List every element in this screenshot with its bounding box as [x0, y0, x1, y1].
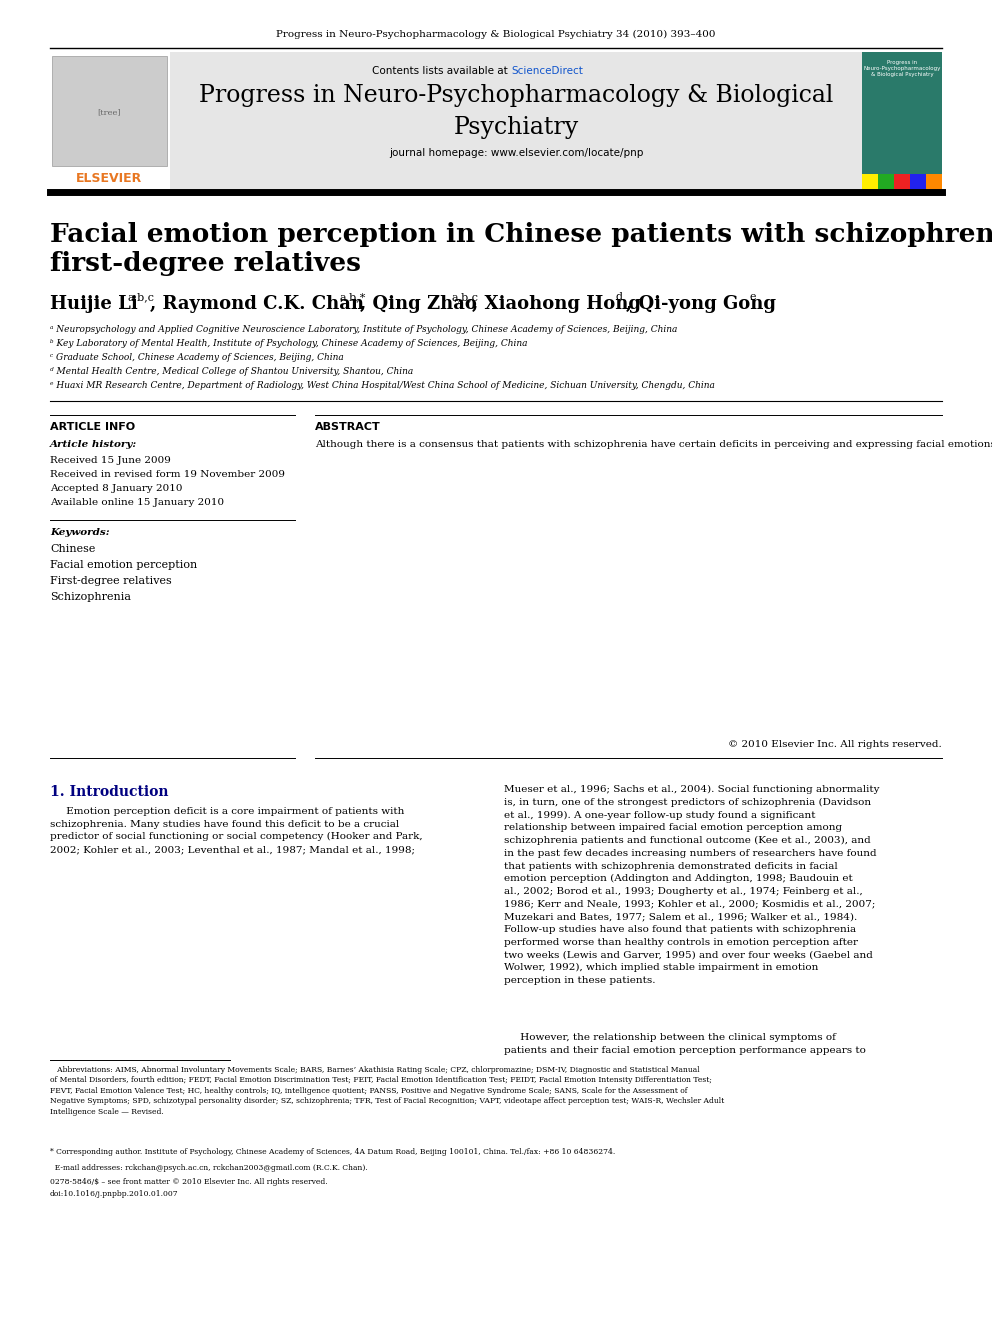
Text: Received 15 June 2009: Received 15 June 2009 [50, 456, 171, 464]
Text: Huijie Li: Huijie Li [50, 295, 138, 314]
Text: ᶜ Graduate School, Chinese Academy of Sciences, Beijing, China: ᶜ Graduate School, Chinese Academy of Sc… [50, 353, 344, 363]
Text: ABSTRACT: ABSTRACT [315, 422, 381, 433]
Bar [50, 52, 170, 191]
Text: Emotion perception deficit is a core impairment of patients with
schizophrenia. : Emotion perception deficit is a core imp… [50, 807, 423, 855]
Bar [926, 175, 942, 191]
Text: Progress in
Neuro-Psychopharmacology
& Biological Psychiatry: Progress in Neuro-Psychopharmacology & B… [863, 60, 940, 78]
Text: , Qing Zhao: , Qing Zhao [360, 295, 477, 314]
Text: Progress in Neuro-Psychopharmacology & Biological Psychiatry 34 (2010) 393–400: Progress in Neuro-Psychopharmacology & B… [276, 30, 716, 40]
Bar [170, 52, 862, 191]
Text: ᵃ Neuropsychology and Applied Cognitive Neuroscience Laboratory, Institute of Ps: ᵃ Neuropsychology and Applied Cognitive … [50, 325, 678, 333]
Text: Chinese: Chinese [50, 544, 95, 554]
Text: Available online 15 January 2010: Available online 15 January 2010 [50, 497, 224, 507]
Text: 0278-5846/$ – see front matter © 2010 Elsevier Inc. All rights reserved.: 0278-5846/$ – see front matter © 2010 El… [50, 1177, 327, 1185]
Text: , Raymond C.K. Chan: , Raymond C.K. Chan [150, 295, 364, 314]
Bar [878, 175, 894, 191]
Text: E-mail addresses: rckchan@psych.ac.cn, rckchan2003@gmail.com (R.C.K. Chan).: E-mail addresses: rckchan@psych.ac.cn, r… [50, 1164, 368, 1172]
Text: © 2010 Elsevier Inc. All rights reserved.: © 2010 Elsevier Inc. All rights reserved… [728, 740, 942, 749]
Text: ᵉ Huaxi MR Research Centre, Department of Radiology, West China Hospital/West Ch: ᵉ Huaxi MR Research Centre, Department o… [50, 381, 715, 390]
Bar [52, 56, 167, 165]
Text: First-degree relatives: First-degree relatives [50, 576, 172, 586]
Text: ᵈ Mental Health Centre, Medical College of Shantou University, Shantou, China: ᵈ Mental Health Centre, Medical College … [50, 366, 414, 376]
Text: Contents lists available at: Contents lists available at [372, 66, 511, 75]
Text: 1. Introduction: 1. Introduction [50, 785, 169, 799]
Text: Accepted 8 January 2010: Accepted 8 January 2010 [50, 484, 183, 493]
Text: * Corresponding author. Institute of Psychology, Chinese Academy of Sciences, 4A: * Corresponding author. Institute of Psy… [50, 1148, 615, 1156]
Text: [tree]: [tree] [97, 108, 121, 116]
Text: doi:10.1016/j.pnpbp.2010.01.007: doi:10.1016/j.pnpbp.2010.01.007 [50, 1189, 179, 1199]
Text: ARTICLE INFO: ARTICLE INFO [50, 422, 135, 433]
Text: , Xiaohong Hong: , Xiaohong Hong [472, 295, 641, 314]
Bar [910, 175, 926, 191]
Text: Facial emotion perception: Facial emotion perception [50, 560, 197, 570]
Text: Psychiatry: Psychiatry [453, 116, 578, 139]
Text: ELSEVIER: ELSEVIER [75, 172, 142, 185]
Text: e: e [750, 292, 757, 302]
Text: However, the relationship between the clinical symptoms of
patients and their fa: However, the relationship between the cl… [504, 1033, 866, 1054]
Text: Received in revised form 19 November 2009: Received in revised form 19 November 200… [50, 470, 285, 479]
Bar [894, 175, 910, 191]
Text: Progress in Neuro-Psychopharmacology & Biological: Progress in Neuro-Psychopharmacology & B… [198, 83, 833, 107]
Text: ᵇ Key Laboratory of Mental Health, Institute of Psychology, Chinese Academy of S: ᵇ Key Laboratory of Mental Health, Insti… [50, 339, 528, 348]
Text: journal homepage: www.elsevier.com/locate/pnp: journal homepage: www.elsevier.com/locat… [389, 148, 643, 157]
Bar [862, 175, 878, 191]
Text: Although there is a consensus that patients with schizophrenia have certain defi: Although there is a consensus that patie… [315, 441, 992, 448]
Text: ScienceDirect: ScienceDirect [511, 66, 583, 75]
Text: Abbreviations: AIMS, Abnormal Involuntary Movements Scale; BARS, Barnes’ Akathis: Abbreviations: AIMS, Abnormal Involuntar… [50, 1066, 724, 1115]
Text: a,b,*: a,b,* [340, 292, 366, 302]
Text: , Qi-yong Gong: , Qi-yong Gong [626, 295, 776, 314]
Text: Schizophrenia: Schizophrenia [50, 591, 131, 602]
Text: Facial emotion perception in Chinese patients with schizophrenia and non-psychot: Facial emotion perception in Chinese pat… [50, 222, 992, 277]
Text: Mueser et al., 1996; Sachs et al., 2004). Social functioning abnormality
is, in : Mueser et al., 1996; Sachs et al., 2004)… [504, 785, 880, 984]
Text: Keywords:: Keywords: [50, 528, 110, 537]
Text: a,b,c: a,b,c [128, 292, 155, 302]
Text: Article history:: Article history: [50, 441, 137, 448]
Text: d: d [616, 292, 623, 302]
Text: a,b,c: a,b,c [452, 292, 479, 302]
Bar [862, 52, 942, 191]
